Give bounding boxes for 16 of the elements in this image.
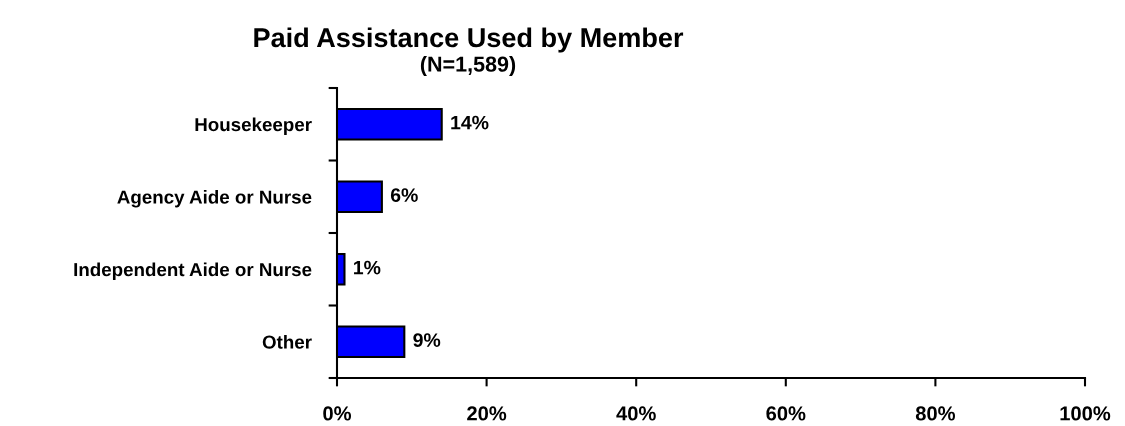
- data-label: 14%: [451, 115, 489, 130]
- y-tick-label: Agency Aide or Nurse: [117, 189, 312, 208]
- x-tick-label: 20%: [467, 406, 507, 421]
- y-tick-label: Other: [262, 334, 312, 349]
- x-tick-label: 60%: [766, 406, 806, 421]
- data-label: 6%: [390, 188, 418, 202]
- chart-title: Paid Assistance Used by Member: [254, 27, 684, 53]
- y-tick-label: Housekeeper: [195, 117, 312, 135]
- x-tick-label: 0%: [323, 406, 352, 421]
- data-label: 9%: [413, 333, 441, 347]
- x-tick-label: 80%: [915, 406, 956, 421]
- y-tick-label: Independent Aide or Nurse: [74, 262, 312, 280]
- x-tick-label: 40%: [616, 406, 656, 421]
- x-tick-label: 100%: [1060, 406, 1111, 421]
- chart-subtitle: (N=1,589): [420, 55, 516, 77]
- data-label: 1%: [354, 260, 381, 275]
